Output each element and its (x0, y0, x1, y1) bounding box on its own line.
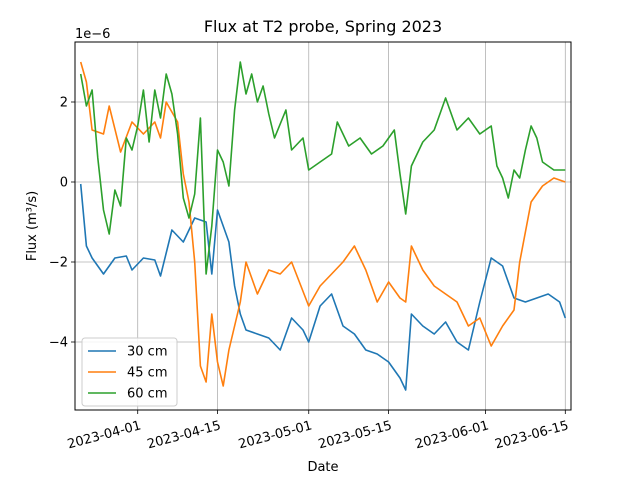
legend-label: 30 cm (127, 345, 168, 360)
series-layer (79, 61, 567, 391)
legend-label: 45 cm (127, 366, 168, 381)
legend-box (81, 337, 178, 407)
x-axis-title: Date (307, 460, 338, 475)
y-tick-label: −2 (49, 256, 68, 271)
series-line-2 (79, 61, 566, 387)
y-tick-label: −4 (49, 336, 68, 351)
y-axis: −4 −2 0 2 (49, 96, 75, 351)
y-axis-title: Flux (m³/s) (25, 191, 40, 261)
y-scale-offset: 1e−6 (75, 27, 110, 42)
legend-label: 60 cm (127, 387, 168, 402)
y-tick-label: 0 (60, 176, 68, 191)
plot-frame (74, 41, 572, 411)
series-line-3 (79, 61, 566, 275)
legend: 30 cm 45 cm 60 cm (81, 337, 178, 407)
series-line-1 (79, 183, 567, 391)
chart-title: Flux at T2 probe, Spring 2023 (204, 17, 442, 36)
y-tick-label: 2 (60, 96, 68, 111)
